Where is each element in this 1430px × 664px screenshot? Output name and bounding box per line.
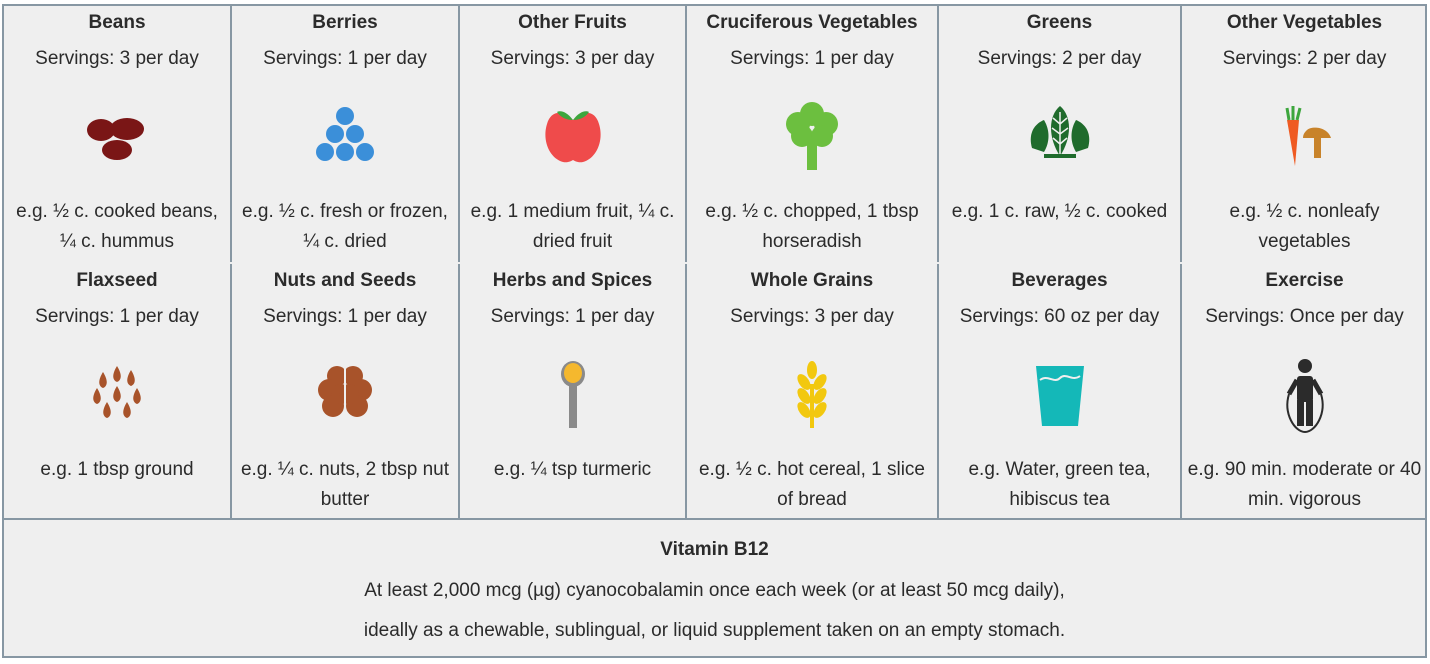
apple-icon: [533, 96, 613, 176]
card-other-vegetables: Other Vegetables Servings: 2 per day e.g…: [1182, 6, 1427, 262]
card-beverages: Beverages Servings: 60 oz per day e.g. W…: [939, 264, 1182, 520]
vitamin-b12-panel: Vitamin B12 At least 2,000 mcg (µg) cyan…: [4, 518, 1425, 660]
carrot-mushroom-icon: [1265, 96, 1345, 176]
card-title: Berries: [312, 12, 378, 33]
card-example: e.g. ½ c. nonleafy vegetables: [1229, 201, 1380, 252]
card-title: Other Vegetables: [1226, 12, 1383, 33]
card-example: e.g. ½ c. hot cereal, 1 slice of bread: [698, 459, 925, 510]
card-example: e.g. ½ c. fresh or frozen, ¼ c. dried: [242, 201, 448, 252]
card-servings: Servings: 1 per day: [730, 48, 894, 69]
card-servings: Servings: 1 per day: [490, 306, 655, 327]
card-title: Herbs and Spices: [492, 270, 653, 291]
card-example: e.g. ¼ tsp turmeric: [493, 459, 652, 480]
card-flaxseed: Flaxseed Servings: 1 per day e.g. 1 tbsp…: [4, 264, 232, 520]
card-title: Other Fruits: [518, 12, 627, 33]
card-cruciferous-vegetables: Cruciferous Vegetables Servings: 1 per d…: [687, 6, 939, 262]
card-servings: Servings: Once per day: [1205, 306, 1404, 327]
card-whole-grains: Whole Grains Servings: 3 per day e.g. ½ …: [687, 264, 939, 520]
card-example: e.g. ½ c. chopped, 1 tbsp horseradish: [705, 201, 919, 252]
card-example: e.g. ¼ c. nuts, 2 tbsp nut butter: [240, 459, 450, 510]
card-title: Exercise: [1265, 270, 1344, 291]
flaxseed-icon: [77, 354, 157, 434]
card-servings: Servings: 3 per day: [35, 48, 199, 69]
card-example: e.g. ½ c. cooked beans, ¼ c. hummus: [16, 201, 218, 252]
card-servings: Servings: 2 per day: [1222, 48, 1387, 69]
card-beans: Beans Servings: 3 per day e.g. ½ c. cook…: [4, 6, 232, 262]
wheat-icon: [772, 354, 852, 434]
card-servings: Servings: 3 per day: [490, 48, 655, 69]
jump-rope-icon: [1265, 354, 1345, 434]
vitamin-b12-title: Vitamin B12: [660, 539, 769, 560]
card-servings: Servings: 1 per day: [263, 306, 427, 327]
card-example: e.g. 90 min. moderate or 40 min. vigorou…: [1187, 459, 1422, 510]
beans-icon: [77, 96, 157, 176]
card-berries: Berries Servings: 1 per day e.g. ½ c. fr…: [232, 6, 460, 262]
card-example: e.g. 1 tbsp ground: [40, 459, 194, 480]
card-example: e.g. 1 medium fruit, ¼ c. dried fruit: [470, 201, 675, 252]
card-title: Beverages: [1011, 270, 1108, 291]
leafy-greens-icon: [1020, 96, 1100, 176]
spice-spoon-icon: [533, 354, 613, 434]
card-servings: Servings: 60 oz per day: [959, 306, 1160, 327]
card-title: Nuts and Seeds: [273, 270, 417, 291]
berries-icon: [305, 96, 385, 176]
card-exercise: Exercise Servings: Once per day e.g. 90 …: [1182, 264, 1427, 520]
card-title: Flaxseed: [76, 270, 158, 291]
card-title: Greens: [1026, 12, 1093, 33]
card-greens: Greens Servings: 2 per day e.g. 1 c. raw…: [939, 6, 1182, 262]
card-herbs-and-spices: Herbs and Spices Servings: 1 per day e.g…: [460, 264, 687, 520]
card-title: Cruciferous Vegetables: [706, 12, 918, 33]
card-title: Whole Grains: [750, 270, 874, 291]
water-glass-icon: [1020, 354, 1100, 434]
card-servings: Servings: 2 per day: [977, 48, 1142, 69]
vitamin-b12-line-2: ideally as a chewable, sublingual, or li…: [363, 620, 1066, 641]
vitamin-b12-line-1: At least 2,000 mcg (µg) cyanocobalamin o…: [364, 580, 1065, 601]
card-servings: Servings: 1 per day: [35, 306, 199, 327]
card-title: Beans: [88, 12, 146, 33]
broccoli-icon: [772, 96, 852, 176]
card-example: e.g. Water, green tea, hibiscus tea: [968, 459, 1151, 510]
card-other-fruits: Other Fruits Servings: 3 per day e.g. 1 …: [460, 6, 687, 262]
card-servings: Servings: 1 per day: [263, 48, 427, 69]
card-nuts-and-seeds: Nuts and Seeds Servings: 1 per day e.g. …: [232, 264, 460, 520]
card-example: e.g. 1 c. raw, ½ c. cooked: [951, 201, 1168, 222]
daily-dozen-table: Beans Servings: 3 per day e.g. ½ c. cook…: [2, 4, 1427, 658]
walnut-icon: [305, 354, 385, 434]
card-servings: Servings: 3 per day: [730, 306, 894, 327]
